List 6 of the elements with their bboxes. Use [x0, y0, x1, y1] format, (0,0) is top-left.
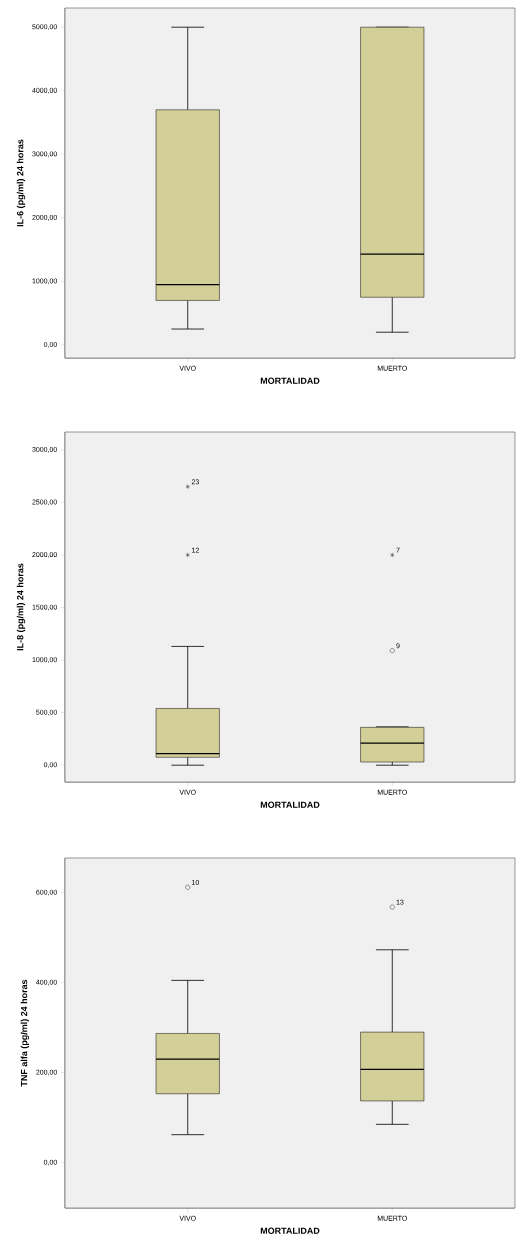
y-axis-title: IL-6 (pg/ml) 24 horas	[16, 139, 26, 227]
x-axis-title: MORTALIDAD	[260, 1227, 320, 1234]
x-axis-title: MORTALIDAD	[260, 801, 320, 808]
y-axis-title: TNF alfa (pg/ml) 24 horas	[20, 979, 30, 1087]
x-axis-title: MORTALIDAD	[260, 377, 320, 384]
y-axis-title: IL-8 (pg/ml) 24 horas	[16, 563, 26, 651]
